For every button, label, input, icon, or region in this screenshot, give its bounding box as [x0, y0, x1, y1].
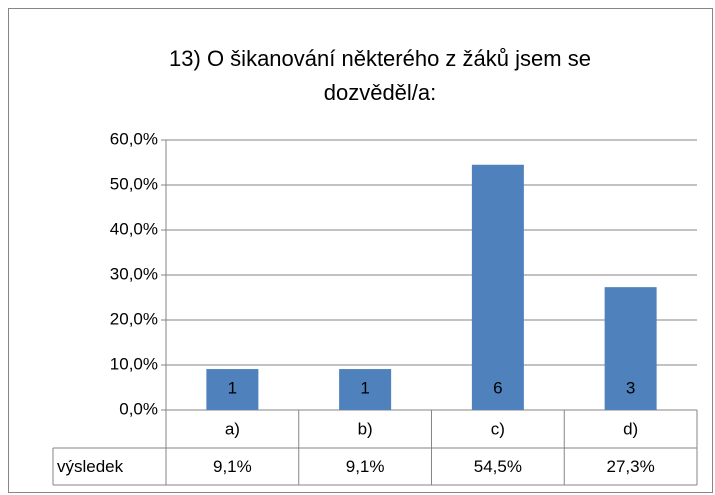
bar	[471, 164, 524, 410]
table-value: 27,3%	[607, 457, 655, 476]
y-tick-label: 30,0%	[110, 264, 158, 283]
bar	[339, 369, 392, 410]
data-label: 1	[360, 378, 369, 397]
y-tick-label: 0,0%	[119, 399, 158, 418]
chart-title: 13) O šikanování některého z žáků jsem s…	[169, 46, 591, 105]
x-tick-label: b)	[358, 419, 373, 438]
y-tick-label: 10,0%	[110, 354, 158, 373]
bar	[604, 287, 657, 410]
data-label: 6	[493, 378, 502, 397]
x-tick-label: c)	[491, 419, 505, 438]
table-value: 9,1%	[346, 457, 385, 476]
data-label: 3	[626, 378, 635, 397]
y-tick-label: 50,0%	[110, 174, 158, 193]
y-tick-label: 20,0%	[110, 309, 158, 328]
chart-border	[8, 8, 713, 493]
table-value: 54,5%	[474, 457, 522, 476]
bar	[206, 369, 259, 410]
x-tick-label: a)	[225, 419, 240, 438]
y-tick-label: 40,0%	[110, 219, 158, 238]
table-value: 9,1%	[213, 457, 252, 476]
y-tick-label: 60,0%	[110, 129, 158, 148]
x-tick-label: d)	[623, 419, 638, 438]
data-label: 1	[228, 378, 237, 397]
legend-label: výsledek	[57, 457, 124, 476]
